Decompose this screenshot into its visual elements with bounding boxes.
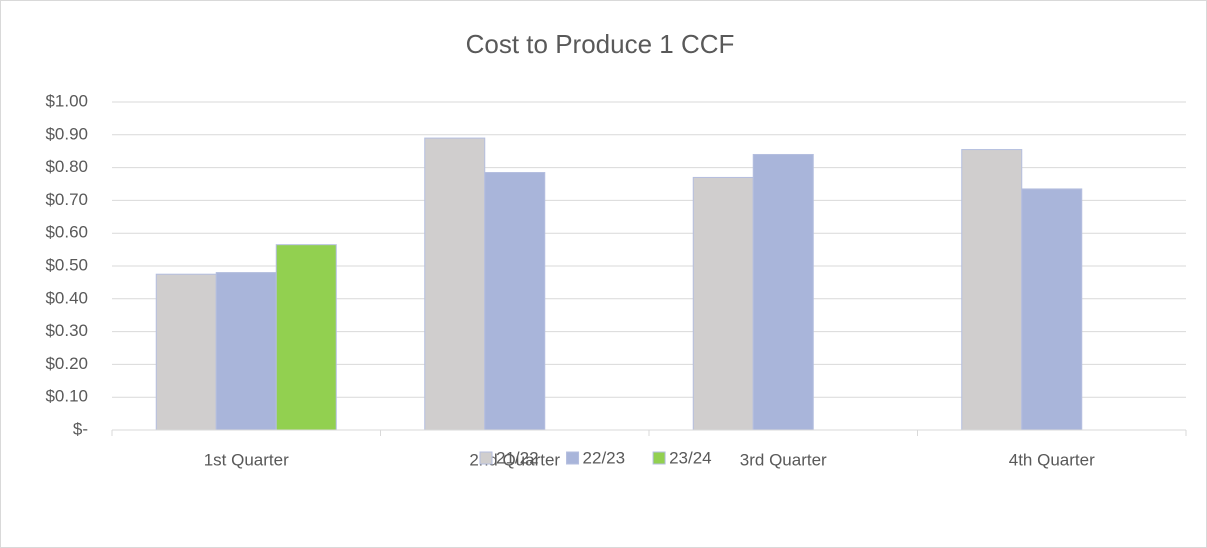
x-tick-label: 4th Quarter — [1009, 450, 1095, 469]
bar — [215, 272, 277, 431]
legend-swatch — [652, 451, 666, 465]
bar — [424, 137, 486, 431]
bar — [752, 153, 814, 431]
bar — [484, 172, 546, 431]
y-tick-label: $0.10 — [45, 387, 88, 406]
y-tick-label: $0.60 — [45, 223, 88, 242]
bar — [155, 273, 217, 431]
x-tick-label: 3rd Quarter — [740, 450, 827, 469]
y-tick-label: $0.50 — [45, 255, 88, 274]
legend-label: 23/24 — [669, 448, 712, 467]
bar — [1021, 188, 1083, 431]
legend-label: 22/23 — [583, 448, 626, 467]
x-tick-label: 1st Quarter — [204, 450, 289, 469]
y-tick-label: $0.80 — [45, 157, 88, 176]
y-tick-label: $0.70 — [45, 190, 88, 209]
bar — [692, 176, 754, 431]
y-tick-label: $- — [73, 419, 88, 438]
bar — [275, 244, 337, 431]
y-tick-label: $0.40 — [45, 288, 88, 307]
y-tick-label: $0.20 — [45, 354, 88, 373]
legend-label: 21/22 — [496, 448, 539, 467]
y-tick-label: $0.30 — [45, 321, 88, 340]
legend-swatch — [479, 451, 493, 465]
bar — [961, 149, 1023, 431]
y-tick-label: $1.00 — [45, 91, 88, 110]
legend-swatch — [566, 451, 580, 465]
chart-title: Cost to Produce 1 CCF — [466, 29, 735, 59]
y-tick-label: $0.90 — [45, 124, 88, 143]
